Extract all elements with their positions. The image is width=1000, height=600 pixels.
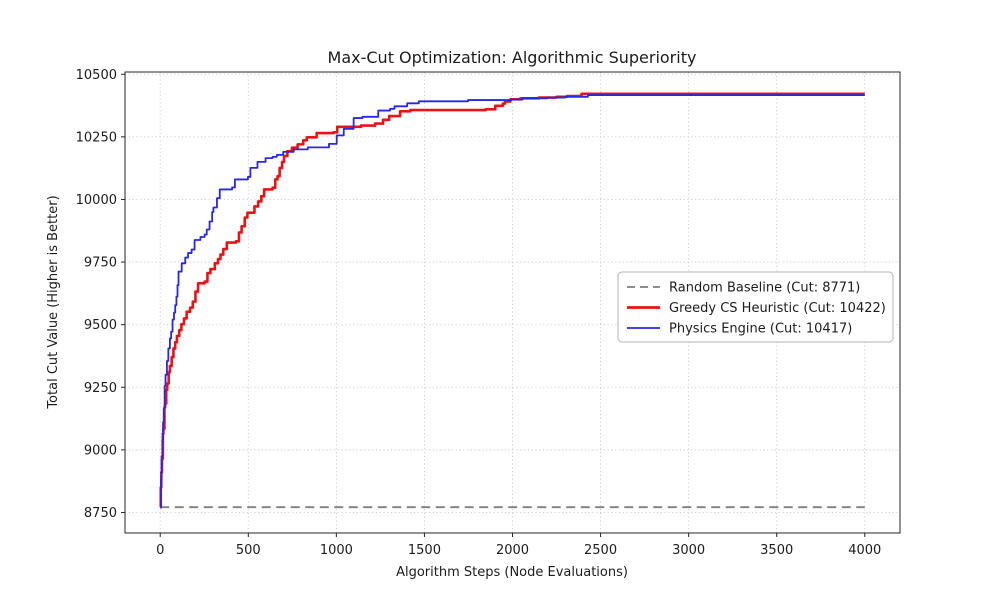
series-layer [159,92,865,509]
y-tick-label: 9500 [84,318,117,333]
tick-layer: 0 500 1000 1500 2000 2500 3000 3500 4000 8750 9000… [76,68,882,558]
x-tick-label: 1000 [320,543,353,558]
y-tick-label: 9250 [84,381,117,396]
chart-title: Max-Cut Optimization: Algorithmic Superi… [328,48,697,67]
y-tick-label: 10500 [76,68,117,83]
x-tick-label: 1500 [408,543,441,558]
y-tick-label: 9750 [84,256,117,271]
legend: Random Baseline (Cut: 8771) Greedy CS He… [617,271,894,343]
x-tick-label: 3500 [760,543,793,558]
grid-layer [125,72,900,533]
legend-box [617,271,894,343]
legend-item-greedy: Greedy CS Heuristic (Cut: 10422) [627,301,886,316]
legend-label-greedy: Greedy CS Heuristic (Cut: 10422) [669,301,886,316]
legend-label-baseline: Random Baseline (Cut: 8771) [669,281,860,296]
y-tick-label: 10250 [76,130,117,145]
y-axis-label: Total Cut Value (Higher is Better) [46,195,61,409]
series-line-greedy [159,92,865,509]
legend-item-physics: Physics Engine (Cut: 10417) [627,322,852,337]
x-tick-label: 0 [156,543,164,558]
y-tick-label: 8750 [84,506,117,521]
x-tick-label: 2000 [496,543,529,558]
x-tick-label: 3000 [672,543,705,558]
x-tick-label: 2500 [584,543,617,558]
x-tick-label: 500 [236,543,261,558]
legend-label-physics: Physics Engine (Cut: 10417) [669,322,852,337]
legend-item-baseline: Random Baseline (Cut: 8771) [627,281,860,296]
x-tick-label: 4000 [848,543,881,558]
series-line-physics [160,94,865,509]
y-tick-label: 9000 [84,443,117,458]
y-tick-label: 10000 [76,193,117,208]
x-axis-label: Algorithm Steps (Node Evaluations) [396,565,628,580]
